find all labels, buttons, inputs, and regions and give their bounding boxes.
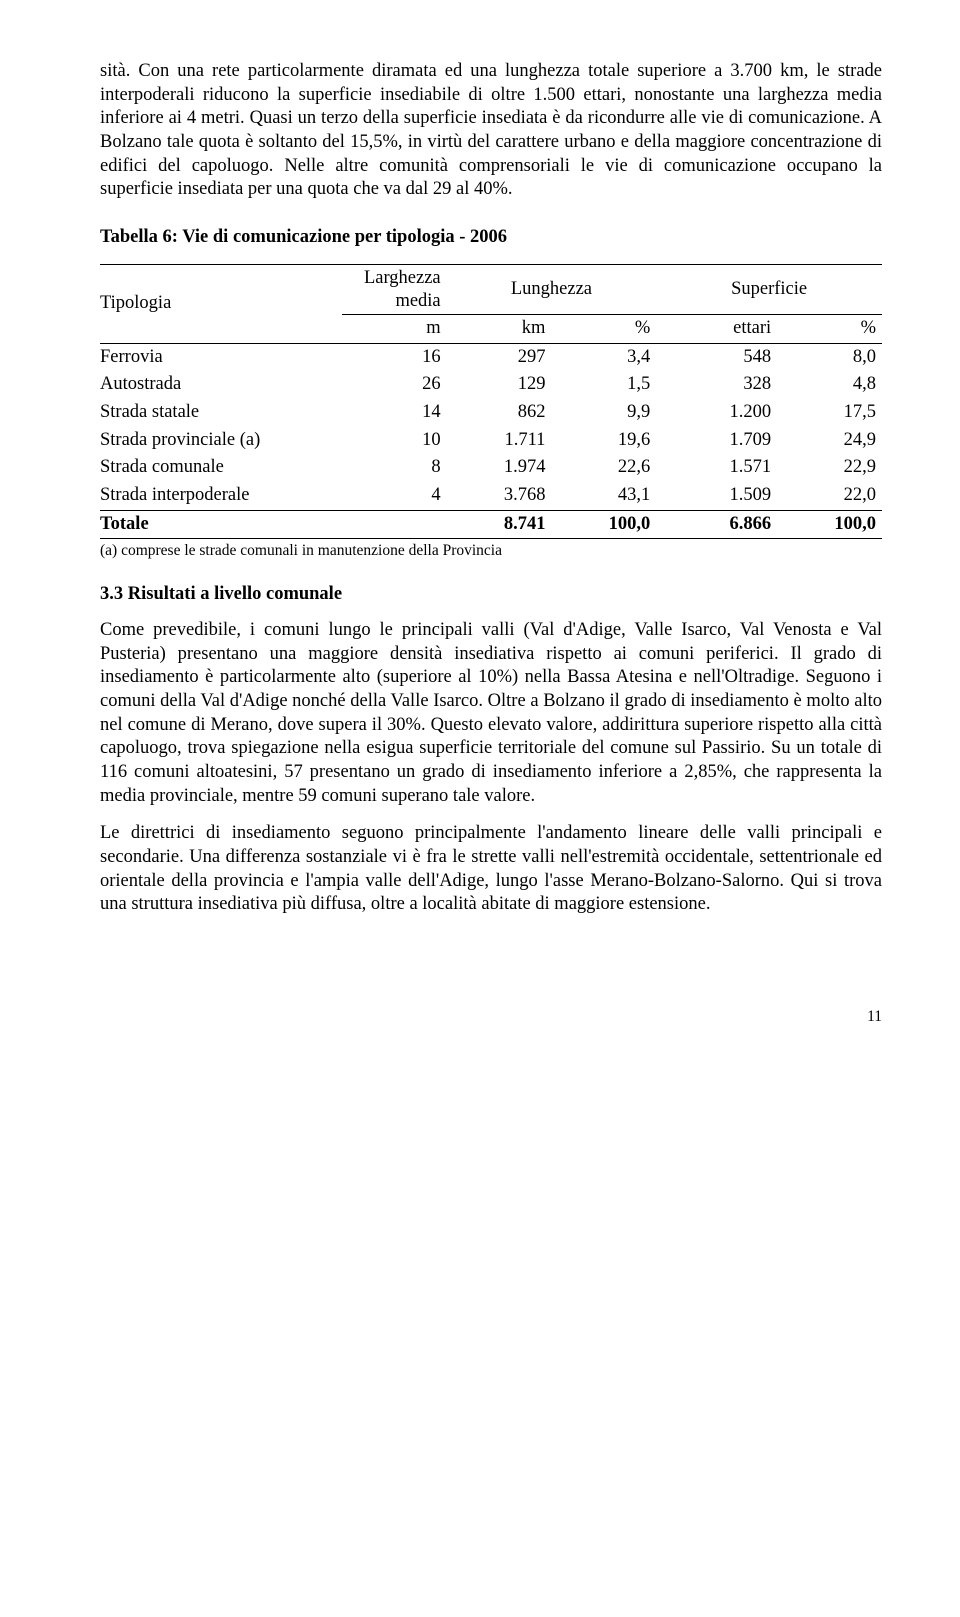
intro-paragraph: sità. Con una rete particolarmente diram…	[100, 60, 882, 202]
cell-km: 1.974	[447, 454, 552, 482]
cell-kmpct: 19,6	[551, 427, 656, 455]
cell-ettpct: 100,0	[777, 510, 882, 539]
table-row: Autostrada261291,53284,8	[100, 371, 882, 399]
unit-ett: ettari	[656, 315, 777, 344]
cell-ett: 1.509	[656, 482, 777, 510]
unit-km: km	[447, 315, 552, 344]
table-row: Strada provinciale (a)101.71119,61.70924…	[100, 427, 882, 455]
table-footnote: (a) comprese le strade comunali in manut…	[100, 541, 882, 561]
table-row: Strada statale148629,91.20017,5	[100, 399, 882, 427]
cell-label: Totale	[100, 510, 342, 539]
table-row: Strada interpoderale43.76843,11.50922,0	[100, 482, 882, 510]
cell-label: Strada interpoderale	[100, 482, 342, 510]
cell-ettpct: 22,0	[777, 482, 882, 510]
cell-ett: 328	[656, 371, 777, 399]
cell-km: 862	[447, 399, 552, 427]
cell-km: 1.711	[447, 427, 552, 455]
cell-m: 16	[342, 343, 447, 371]
cell-kmpct: 43,1	[551, 482, 656, 510]
section-paragraph-2: Le direttrici di insediamento seguono pr…	[100, 822, 882, 917]
unit-pct2: %	[777, 315, 882, 344]
cell-km: 3.768	[447, 482, 552, 510]
col-lunghezza: Lunghezza	[447, 264, 657, 314]
section-paragraph-1: Come prevedibile, i comuni lungo le prin…	[100, 619, 882, 808]
cell-km: 129	[447, 371, 552, 399]
cell-ett: 1.200	[656, 399, 777, 427]
section-heading: 3.3 Risultati a livello comunale	[100, 583, 882, 607]
cell-ettpct: 22,9	[777, 454, 882, 482]
cell-ett: 6.866	[656, 510, 777, 539]
col-larghezza: Larghezzamedia	[342, 264, 447, 314]
communication-routes-table: Tipologia Larghezzamedia Lunghezza Super…	[100, 264, 882, 540]
cell-kmpct: 1,5	[551, 371, 656, 399]
cell-ettpct: 4,8	[777, 371, 882, 399]
cell-m: 26	[342, 371, 447, 399]
cell-kmpct: 3,4	[551, 343, 656, 371]
unit-pct1: %	[551, 315, 656, 344]
table-title: Tabella 6: Vie di comunicazione per tipo…	[100, 226, 882, 250]
cell-m	[342, 510, 447, 539]
table-row: Ferrovia162973,45488,0	[100, 343, 882, 371]
cell-label: Strada statale	[100, 399, 342, 427]
cell-m: 10	[342, 427, 447, 455]
cell-m: 4	[342, 482, 447, 510]
cell-label: Autostrada	[100, 371, 342, 399]
col-superficie: Superficie	[656, 264, 882, 314]
table-total-row: Totale8.741100,06.866100,0	[100, 510, 882, 539]
cell-m: 14	[342, 399, 447, 427]
cell-ett: 1.709	[656, 427, 777, 455]
cell-label: Strada comunale	[100, 454, 342, 482]
cell-kmpct: 9,9	[551, 399, 656, 427]
cell-label: Ferrovia	[100, 343, 342, 371]
cell-kmpct: 100,0	[551, 510, 656, 539]
cell-label: Strada provinciale (a)	[100, 427, 342, 455]
cell-ett: 548	[656, 343, 777, 371]
table-row: Strada comunale81.97422,61.57122,9	[100, 454, 882, 482]
cell-ett: 1.571	[656, 454, 777, 482]
cell-km: 8.741	[447, 510, 552, 539]
cell-ettpct: 8,0	[777, 343, 882, 371]
page-number: 11	[100, 1007, 882, 1027]
cell-ettpct: 24,9	[777, 427, 882, 455]
unit-m: m	[342, 315, 447, 344]
cell-kmpct: 22,6	[551, 454, 656, 482]
cell-ettpct: 17,5	[777, 399, 882, 427]
col-tipologia: Tipologia	[100, 264, 342, 343]
cell-m: 8	[342, 454, 447, 482]
cell-km: 297	[447, 343, 552, 371]
